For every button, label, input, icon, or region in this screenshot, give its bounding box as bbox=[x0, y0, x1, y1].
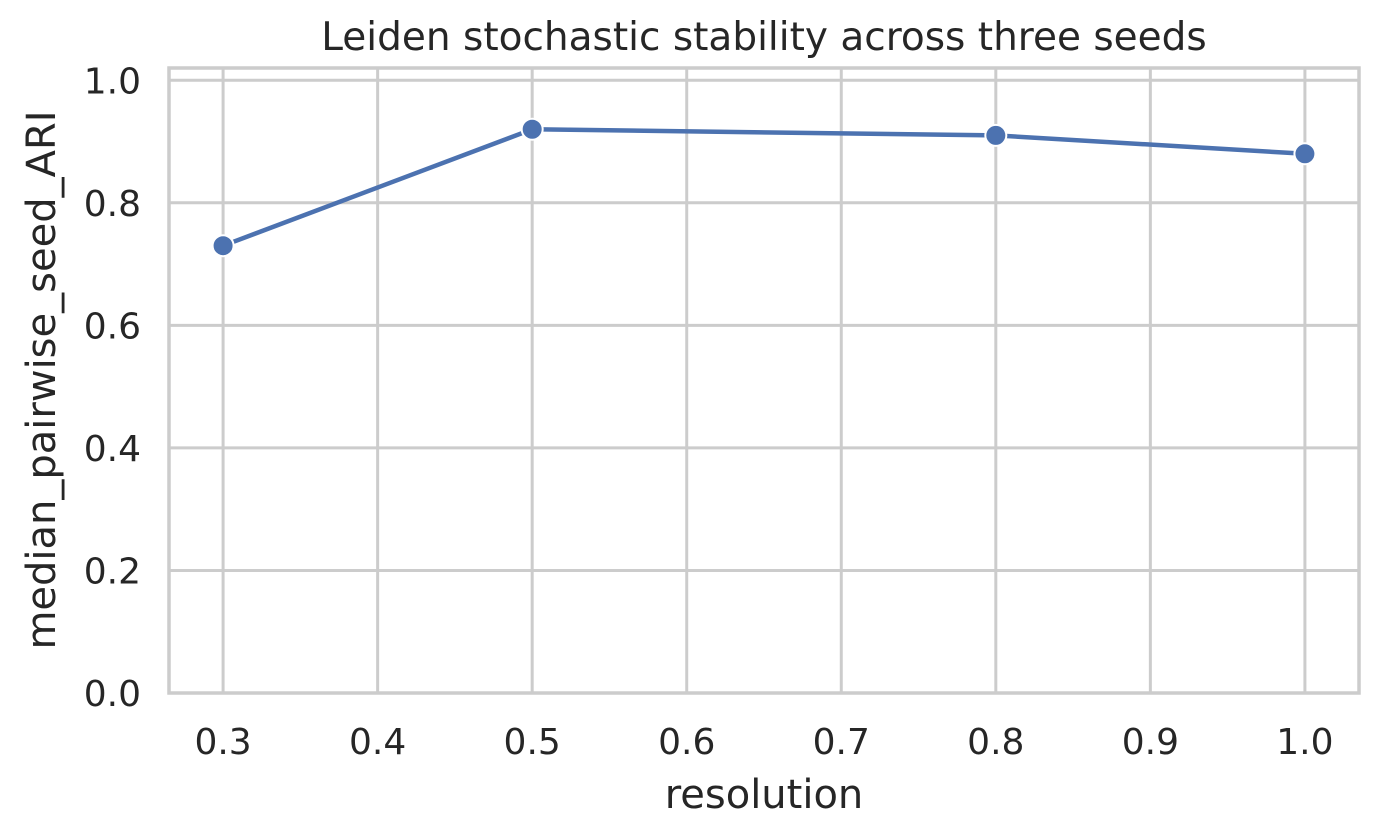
x-tick-label: 0.5 bbox=[504, 722, 561, 763]
data-point bbox=[984, 123, 1008, 147]
data-point bbox=[1293, 142, 1317, 166]
x-tick-label: 0.7 bbox=[813, 722, 870, 763]
data-point bbox=[211, 234, 235, 258]
y-tick-label: 0.0 bbox=[84, 674, 141, 715]
data-point bbox=[520, 117, 544, 141]
plot-frame bbox=[167, 66, 1361, 695]
x-tick-label: 0.4 bbox=[349, 722, 406, 763]
chart-title: Leiden stochastic stability across three… bbox=[321, 15, 1206, 60]
x-tick-label: 0.3 bbox=[194, 722, 251, 763]
x-axis-label: resolution bbox=[665, 772, 864, 818]
y-tick-label: 1.0 bbox=[84, 61, 141, 102]
x-tick-label: 0.8 bbox=[967, 722, 1024, 763]
x-tick-label: 0.9 bbox=[1122, 722, 1179, 763]
y-tick-label: 0.2 bbox=[84, 551, 141, 592]
x-tick-label: 0.6 bbox=[658, 722, 715, 763]
series-line bbox=[220, 127, 1308, 248]
x-tick-labels: 0.3 0.4 0.5 0.6 0.7 0.8 0.9 1.0 bbox=[194, 722, 1333, 763]
y-gridlines bbox=[169, 78, 1359, 695]
y-tick-label: 0.4 bbox=[84, 429, 141, 470]
x-gridlines bbox=[221, 68, 1307, 693]
x-tick-label: 1.0 bbox=[1276, 722, 1333, 763]
y-tick-labels: 0.0 0.2 0.4 0.6 0.8 1.0 bbox=[84, 61, 141, 715]
series-layer bbox=[211, 117, 1317, 258]
y-axis-label: median_pairwise_seed_ARI bbox=[19, 110, 65, 649]
y-tick-label: 0.6 bbox=[84, 306, 141, 347]
y-tick-label: 0.8 bbox=[84, 184, 141, 225]
